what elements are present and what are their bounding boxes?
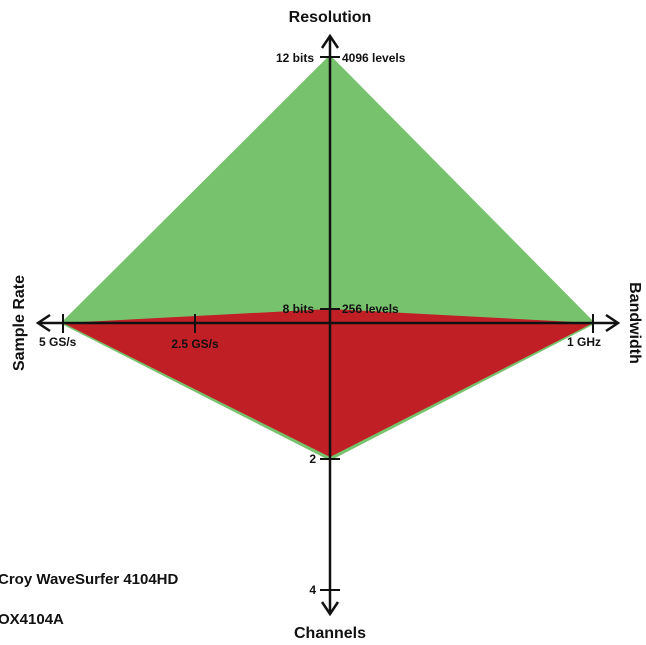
sample-rate-arrowhead [35, 313, 51, 333]
tick-label-4096-levels: 4096 levels [342, 51, 406, 65]
tick-label-4-channels: 4 [309, 583, 316, 597]
ox4104a-coverage-area [63, 309, 593, 457]
bandwidth-axis-title: Bandwidth [626, 282, 643, 364]
channels-axis-title: Channels [294, 625, 366, 642]
legend-label-wavesurfer: Croy WaveSurfer 4104HD [0, 571, 179, 588]
tick-label-12-bits: 12 bits [276, 51, 314, 65]
channels-arrowhead [320, 601, 340, 617]
tick-label-1-ghz: 1 GHz [567, 335, 601, 349]
resolution-arrowhead [320, 33, 340, 49]
tick-label-2-5-gss: 2.5 GS/s [171, 337, 219, 351]
tick-label-256-levels: 256 levels [342, 302, 399, 316]
sample-rate-axis-title: Sample Rate [11, 275, 28, 371]
tick-label-5-gss: 5 GS/s [39, 335, 77, 349]
resolution-axis-title: Resolution [289, 9, 372, 26]
legend-label-ox4104a: OX4104A [0, 611, 64, 628]
bandwidth-arrowhead [605, 313, 621, 333]
tick-label-2-channels: 2 [309, 452, 316, 466]
tick-label-8-bits: 8 bits [283, 302, 315, 316]
